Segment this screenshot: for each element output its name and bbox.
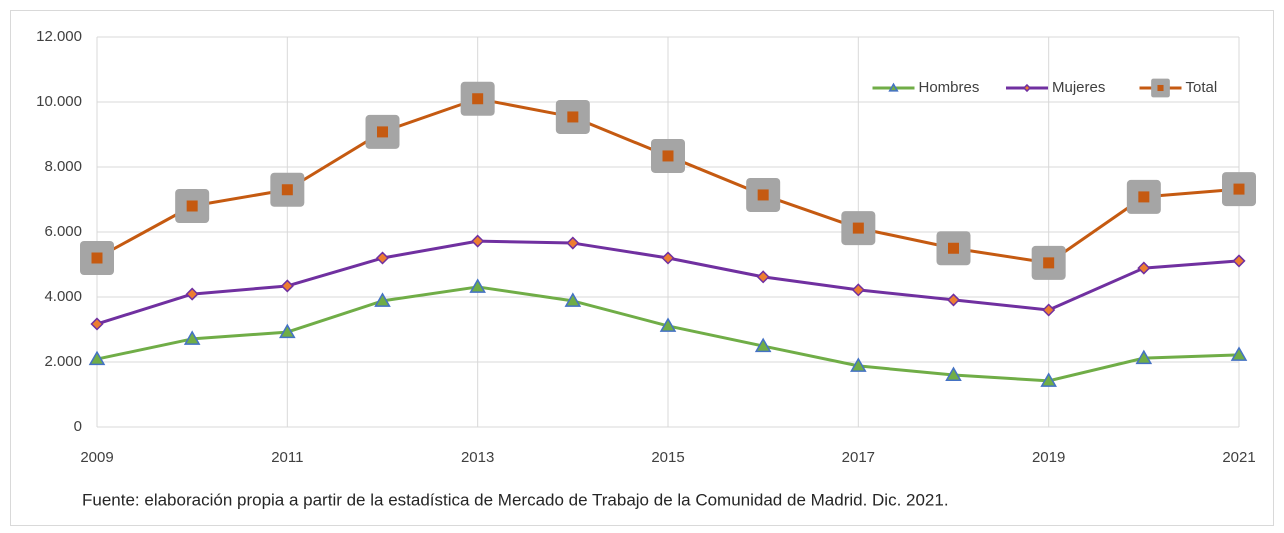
y-tick-label: 8.000 bbox=[44, 158, 82, 175]
marker-inner bbox=[1157, 84, 1164, 92]
marker-inner bbox=[757, 189, 769, 201]
x-tick-label: 2021 bbox=[1222, 449, 1255, 466]
marker bbox=[661, 251, 675, 265]
marker bbox=[80, 241, 114, 275]
marker bbox=[175, 189, 210, 223]
marker bbox=[936, 231, 971, 266]
x-tick-label: 2009 bbox=[80, 449, 113, 466]
marker bbox=[1137, 261, 1151, 275]
marker-inner bbox=[1138, 191, 1150, 203]
marker-inner bbox=[281, 184, 293, 196]
marker bbox=[754, 337, 772, 353]
marker bbox=[555, 99, 590, 134]
marker-inner bbox=[1233, 183, 1245, 195]
x-tick-label: 2013 bbox=[461, 449, 494, 466]
marker-inner bbox=[948, 242, 959, 254]
marker bbox=[651, 138, 685, 173]
marker bbox=[1151, 78, 1170, 98]
marker-inner bbox=[852, 222, 864, 234]
y-tick-label: 2.000 bbox=[44, 353, 82, 370]
marker bbox=[471, 234, 485, 248]
y-tick-label: 4.000 bbox=[44, 288, 82, 305]
marker-inner bbox=[472, 93, 484, 105]
marker bbox=[1222, 172, 1256, 207]
marker bbox=[746, 177, 781, 212]
y-tick-label: 10.000 bbox=[36, 93, 82, 110]
legend-item: Total bbox=[1139, 78, 1218, 98]
marker bbox=[946, 293, 961, 307]
marker bbox=[756, 270, 770, 284]
marker bbox=[888, 82, 899, 92]
y-tick-label: 12.000 bbox=[36, 28, 82, 45]
y-tick-label: 0 bbox=[74, 418, 82, 435]
legend-label: Total bbox=[1186, 79, 1218, 96]
marker bbox=[1042, 303, 1056, 317]
marker bbox=[365, 114, 400, 149]
marker bbox=[90, 317, 104, 331]
marker bbox=[1232, 254, 1246, 268]
marker bbox=[183, 330, 201, 345]
marker bbox=[270, 172, 305, 207]
marker bbox=[460, 81, 495, 116]
legend-item: Hombres bbox=[872, 79, 980, 96]
y-tick-label: 6.000 bbox=[44, 223, 82, 240]
marker bbox=[1040, 372, 1057, 387]
legend-label: Hombres bbox=[919, 79, 980, 96]
marker bbox=[1135, 349, 1153, 365]
source-note: Fuente: elaboración propia a partir de l… bbox=[82, 490, 949, 509]
marker bbox=[841, 211, 876, 246]
x-tick-label: 2011 bbox=[271, 449, 303, 466]
marker bbox=[1031, 245, 1066, 280]
x-tick-label: 2019 bbox=[1032, 449, 1065, 466]
marker bbox=[280, 279, 294, 293]
marker bbox=[1230, 346, 1248, 361]
marker bbox=[185, 287, 199, 301]
marker bbox=[945, 366, 962, 381]
marker-inner bbox=[186, 200, 198, 212]
marker-inner bbox=[377, 126, 388, 138]
x-tick-label: 2015 bbox=[651, 449, 684, 466]
marker bbox=[659, 317, 677, 332]
x-tick-label: 2017 bbox=[842, 449, 875, 466]
marker bbox=[1126, 179, 1161, 214]
marker bbox=[850, 357, 867, 372]
marker bbox=[566, 236, 580, 250]
marker bbox=[1022, 83, 1032, 93]
marker bbox=[374, 292, 391, 307]
marker bbox=[469, 278, 486, 293]
marker-inner bbox=[662, 150, 674, 162]
marker bbox=[279, 323, 296, 339]
marker-inner bbox=[1043, 257, 1055, 269]
marker bbox=[564, 292, 582, 307]
marker bbox=[88, 350, 106, 366]
legend-item: Mujeres bbox=[1006, 79, 1105, 96]
legend-label: Mujeres bbox=[1052, 79, 1105, 96]
marker-inner bbox=[91, 252, 103, 264]
marker bbox=[851, 283, 865, 297]
marker-inner bbox=[567, 111, 579, 123]
marker bbox=[375, 251, 390, 265]
